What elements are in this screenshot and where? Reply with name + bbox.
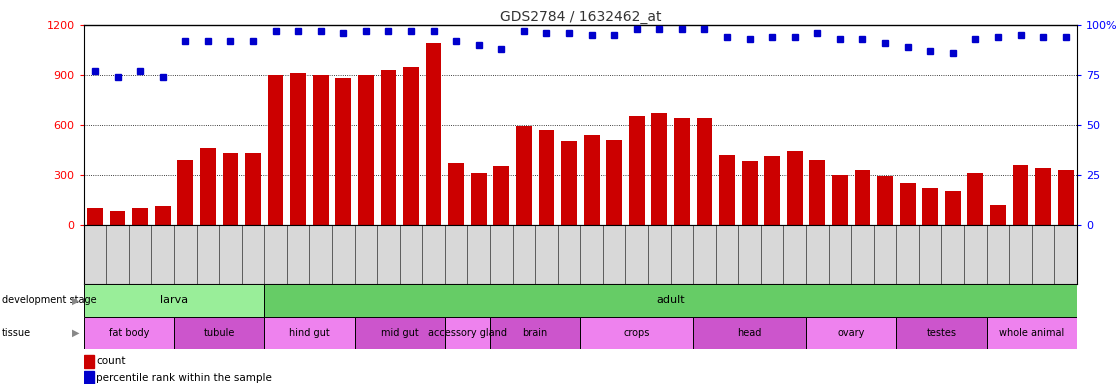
Bar — [87, 208, 103, 225]
Text: testes: testes — [926, 328, 956, 338]
Bar — [855, 170, 870, 225]
Bar — [806, 317, 896, 349]
Text: larva: larva — [160, 295, 189, 306]
Bar — [584, 135, 599, 225]
Bar — [264, 284, 1077, 317]
Bar — [84, 355, 94, 368]
Bar — [177, 160, 193, 225]
Bar — [1058, 170, 1074, 225]
Bar — [84, 317, 174, 349]
Bar — [742, 161, 758, 225]
Text: count: count — [96, 356, 125, 366]
Bar — [896, 317, 987, 349]
Bar — [693, 317, 806, 349]
Text: mid gut: mid gut — [381, 328, 418, 338]
Bar — [403, 66, 418, 225]
Bar — [222, 153, 239, 225]
Bar — [493, 166, 509, 225]
Bar — [561, 141, 577, 225]
Text: ▶: ▶ — [73, 295, 79, 306]
Bar — [312, 75, 328, 225]
Bar — [84, 284, 264, 317]
Bar — [809, 160, 825, 225]
Bar — [268, 75, 283, 225]
Bar — [445, 317, 490, 349]
Bar — [922, 188, 939, 225]
Text: crops: crops — [624, 328, 650, 338]
Bar — [290, 73, 306, 225]
Bar — [109, 211, 125, 225]
Bar — [516, 126, 532, 225]
Bar — [990, 205, 1006, 225]
Text: development stage: development stage — [2, 295, 97, 306]
Bar — [945, 190, 961, 225]
Bar — [968, 173, 983, 225]
Text: accessory gland: accessory gland — [427, 328, 507, 338]
Bar — [764, 156, 780, 225]
Bar — [264, 317, 355, 349]
Bar — [336, 78, 352, 225]
Bar — [358, 75, 374, 225]
Text: ovary: ovary — [837, 328, 865, 338]
Bar — [877, 175, 893, 225]
Bar — [606, 140, 622, 225]
Text: brain: brain — [522, 328, 548, 338]
Bar — [719, 155, 735, 225]
Bar — [355, 317, 445, 349]
Text: tubule: tubule — [203, 328, 234, 338]
Bar — [449, 163, 464, 225]
Bar — [899, 183, 915, 225]
Bar — [987, 317, 1077, 349]
Bar — [1012, 165, 1029, 225]
Bar — [787, 151, 802, 225]
Bar — [1036, 168, 1051, 225]
Bar — [696, 118, 712, 225]
Bar — [490, 317, 580, 349]
Bar — [155, 206, 171, 225]
Title: GDS2784 / 1632462_at: GDS2784 / 1632462_at — [500, 10, 661, 24]
Bar — [652, 113, 667, 225]
Bar — [200, 148, 215, 225]
Bar — [674, 118, 690, 225]
Bar — [471, 173, 487, 225]
Text: tissue: tissue — [2, 328, 31, 338]
Bar — [425, 43, 442, 225]
Text: whole animal: whole animal — [999, 328, 1065, 338]
Bar — [833, 175, 848, 225]
Bar — [84, 371, 94, 384]
Bar — [580, 317, 693, 349]
Bar — [539, 130, 555, 225]
Text: ▶: ▶ — [73, 328, 79, 338]
Text: head: head — [738, 328, 762, 338]
Text: hind gut: hind gut — [289, 328, 330, 338]
Bar — [628, 116, 645, 225]
Bar — [132, 208, 148, 225]
Bar — [246, 153, 261, 225]
Bar — [381, 70, 396, 225]
Text: adult: adult — [656, 295, 685, 306]
Text: percentile rank within the sample: percentile rank within the sample — [96, 372, 272, 382]
Bar — [174, 317, 264, 349]
Text: fat body: fat body — [108, 328, 150, 338]
